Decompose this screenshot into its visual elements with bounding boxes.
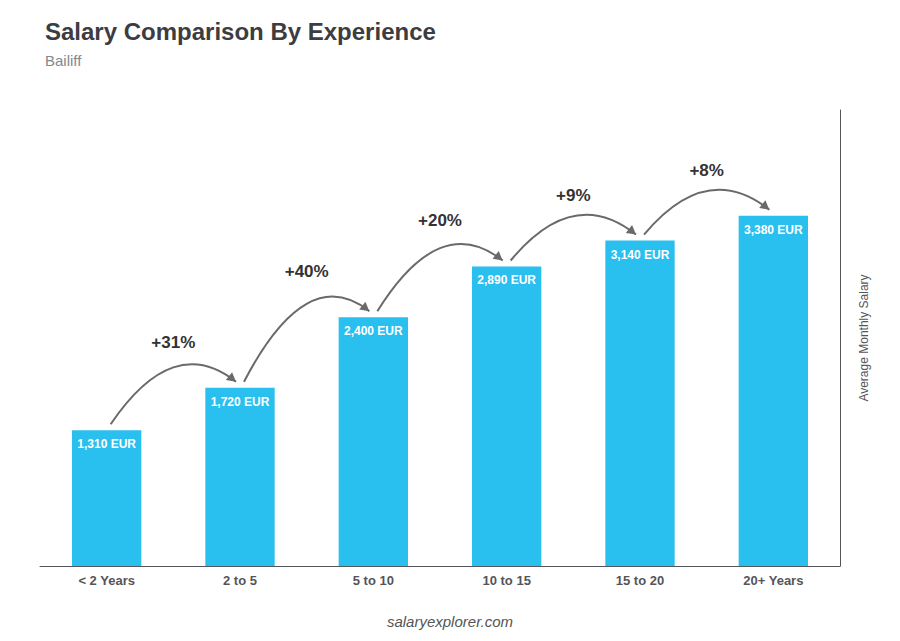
svg-text:3,140 EUR: 3,140 EUR — [611, 248, 670, 262]
svg-text:Salary Comparison By Experienc: Salary Comparison By Experience — [45, 18, 436, 45]
svg-text:+31%: +31% — [151, 333, 195, 352]
svg-text:3,380 EUR: 3,380 EUR — [744, 223, 803, 237]
svg-text:+20%: +20% — [418, 211, 462, 230]
svg-text:Bailiff: Bailiff — [45, 52, 82, 69]
svg-text:+8%: +8% — [689, 161, 724, 180]
svg-text:1,310 EUR: 1,310 EUR — [77, 437, 136, 451]
svg-text:+9%: +9% — [556, 186, 591, 205]
svg-text:Average Monthly Salary: Average Monthly Salary — [857, 274, 871, 401]
svg-text:5 to 10: 5 to 10 — [353, 573, 394, 588]
svg-text:+40%: +40% — [285, 262, 329, 281]
svg-text:10 to 15: 10 to 15 — [482, 573, 530, 588]
svg-text:< 2 Years: < 2 Years — [78, 573, 135, 588]
svg-text:2,890 EUR: 2,890 EUR — [477, 273, 536, 287]
svg-text:2,400 EUR: 2,400 EUR — [344, 324, 403, 338]
svg-text:1,720 EUR: 1,720 EUR — [211, 395, 270, 409]
svg-text:salaryexplorer.com: salaryexplorer.com — [387, 613, 513, 630]
svg-text:15 to 20: 15 to 20 — [616, 573, 664, 588]
svg-text:2 to 5: 2 to 5 — [223, 573, 257, 588]
svg-text:20+ Years: 20+ Years — [743, 573, 803, 588]
